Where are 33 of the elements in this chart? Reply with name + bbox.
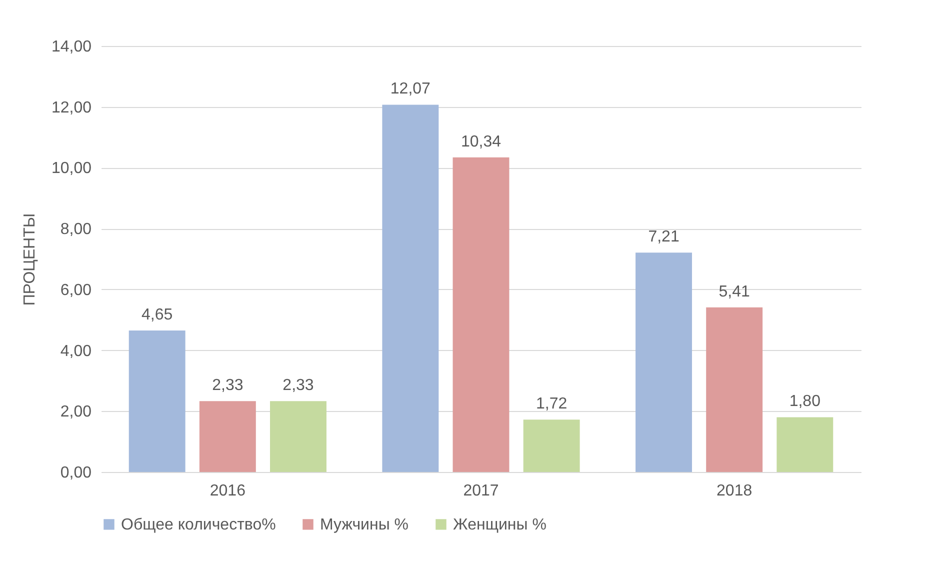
- data-label: 7,21: [648, 228, 680, 246]
- data-label: 4,65: [142, 306, 173, 324]
- x-tick-label: 2017: [463, 482, 499, 500]
- data-label: 2,33: [282, 377, 314, 394]
- y-tick-label: 10,00: [51, 160, 92, 178]
- bar: [382, 104, 439, 472]
- bar: [452, 157, 510, 472]
- y-tick-label: 8,00: [60, 221, 92, 238]
- x-tick-label: 2016: [210, 482, 246, 500]
- legend-label: Мужчины %: [320, 516, 408, 534]
- bar: [636, 252, 692, 472]
- legend-label: Женщины %: [453, 516, 546, 534]
- legend-label: Общее количество%: [121, 516, 276, 534]
- y-axis-title: ПРОЦЕНТЫ: [21, 213, 38, 306]
- data-label: 10,34: [460, 133, 502, 150]
- y-tick-label: 6,00: [60, 282, 92, 299]
- bar: [776, 417, 834, 472]
- y-tick-label: 4,00: [60, 342, 92, 360]
- y-tick-label: 2,00: [60, 404, 92, 421]
- y-tick-label: 14,00: [51, 38, 92, 56]
- data-label: 1,80: [789, 393, 821, 410]
- bar: [523, 420, 580, 472]
- x-tick-label: 2018: [716, 482, 752, 500]
- bar: [706, 307, 763, 472]
- data-label: 5,41: [718, 283, 750, 300]
- y-tick-label: 0,00: [60, 464, 92, 482]
- data-label: 12,07: [390, 80, 431, 98]
- bar: [199, 401, 256, 472]
- bar: [128, 330, 186, 472]
- data-label: 2,33: [212, 377, 244, 394]
- bar: [270, 401, 326, 472]
- y-tick-label: 12,00: [51, 99, 92, 116]
- data-label: 1,72: [536, 396, 568, 413]
